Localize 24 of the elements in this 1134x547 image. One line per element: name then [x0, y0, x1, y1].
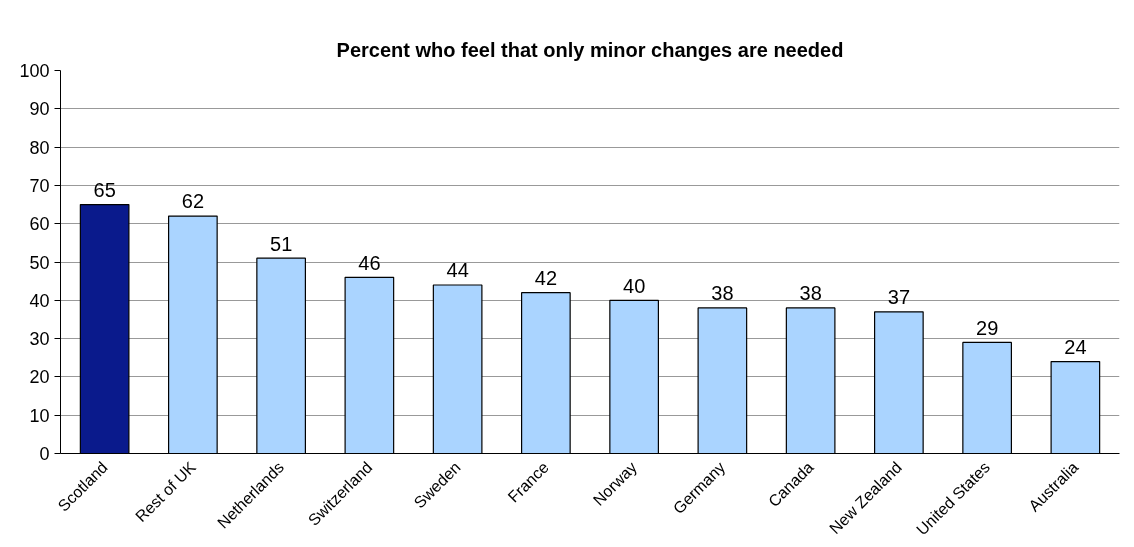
data-label: 65 [93, 178, 116, 201]
y-tick-label: 0 [39, 444, 50, 464]
data-label: 40 [623, 274, 646, 297]
data-label: 62 [181, 190, 204, 213]
y-tick-label: 90 [29, 99, 50, 120]
y-tick-label: 100 [19, 61, 50, 81]
data-label: 24 [1064, 335, 1087, 358]
y-tick-label: 80 [29, 137, 50, 158]
y-tick-label: 70 [29, 175, 50, 196]
chart-title: Percent who feel that only minor changes are needed [336, 38, 844, 61]
y-tick-label: 50 [29, 252, 50, 273]
y-tick-label: 20 [29, 367, 50, 388]
data-label: 42 [534, 266, 557, 289]
data-label: 46 [358, 251, 381, 274]
y-tick-label: 40 [29, 290, 50, 311]
data-label: 38 [711, 282, 734, 305]
data-label: 37 [887, 286, 910, 309]
data-label: 38 [799, 282, 822, 305]
y-tick-label: 30 [29, 329, 50, 350]
data-label: 51 [270, 232, 293, 255]
data-label: 44 [446, 259, 469, 282]
y-tick-label: 60 [29, 214, 50, 235]
y-tick-label: 10 [29, 405, 50, 426]
data-label: 29 [976, 316, 999, 339]
